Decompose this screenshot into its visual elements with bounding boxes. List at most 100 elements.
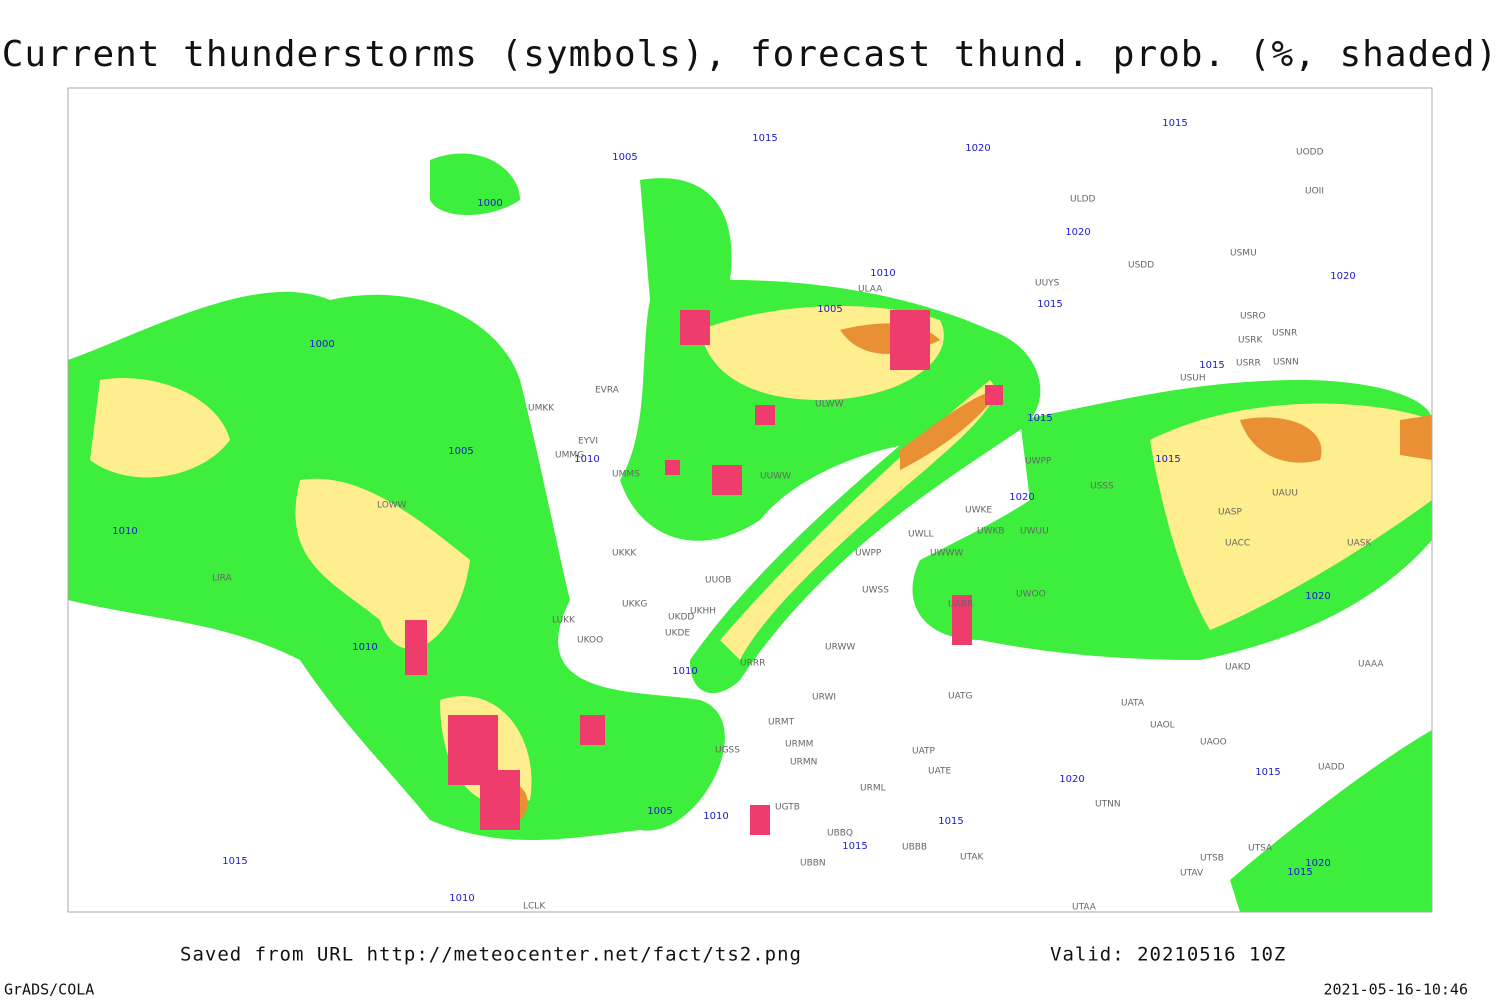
station-label: UWSS xyxy=(862,586,889,596)
isobar-label: 1005 xyxy=(817,304,842,315)
isobar-label: 1020 xyxy=(1305,591,1330,602)
station-label: USSS xyxy=(1090,482,1114,492)
station-label: UARR xyxy=(948,600,973,610)
isobar-label: 1015 xyxy=(1155,454,1180,465)
station-label: USMU xyxy=(1230,249,1257,259)
station-label: UUWW xyxy=(760,472,791,482)
station-label: UWOO xyxy=(1016,590,1046,600)
shading xyxy=(68,153,1432,912)
isobar-label: 1020 xyxy=(965,143,990,154)
station-label: LUKK xyxy=(552,616,576,626)
isobar-label: 1015 xyxy=(842,841,867,852)
station-label: EYVI xyxy=(578,437,598,447)
station-label: URMT xyxy=(768,718,795,728)
station-label: UTSB xyxy=(1200,854,1224,864)
station-label: UATE xyxy=(928,767,952,777)
station-label: UATG xyxy=(948,692,973,702)
storm-symbols xyxy=(405,310,1003,835)
station-label: UWKB xyxy=(977,527,1005,537)
isobar-labels: 1015100510201015100010201010101510051020… xyxy=(112,118,1355,904)
station-label: UWPP xyxy=(855,549,882,559)
station-label: UTSA xyxy=(1248,844,1273,854)
station-label: UKDE xyxy=(665,629,690,639)
station-label: UTAK xyxy=(960,853,985,863)
station-label: UBBB xyxy=(902,843,927,853)
station-label: UWUU xyxy=(1020,527,1049,537)
station-label: ULAA xyxy=(858,285,883,295)
station-label: UWLL xyxy=(908,530,934,540)
map-frame xyxy=(67,87,1433,913)
station-label: UAOL xyxy=(1150,721,1175,731)
source-text: Saved from URL http://meteocenter.net/fa… xyxy=(180,944,802,966)
isobar-label: 1020 xyxy=(1305,858,1330,869)
station-label: UTNN xyxy=(1095,800,1121,810)
station-label: UBBQ xyxy=(827,829,853,839)
isobar-label: 1015 xyxy=(1037,299,1062,310)
prob-area xyxy=(700,306,995,660)
station-label: UUOB xyxy=(705,576,731,586)
prob-area xyxy=(1150,403,1432,630)
isobar-label: 1020 xyxy=(1065,227,1090,238)
station-label: ULWW xyxy=(815,400,844,410)
station-label: UMMS xyxy=(612,470,640,480)
prob-area xyxy=(480,323,1432,820)
station-label: USRO xyxy=(1240,312,1266,322)
station-label: UKKG xyxy=(622,600,647,610)
isobar-label: 1010 xyxy=(112,526,137,537)
station-label: UUYS xyxy=(1035,279,1060,289)
station-label: USRR xyxy=(1236,359,1261,369)
station-label: USDD xyxy=(1128,261,1154,271)
station-label: UTAA xyxy=(1072,903,1097,913)
isobar-label: 1015 xyxy=(938,816,963,827)
isobar-label: 1015 xyxy=(1027,413,1052,424)
station-label: LOWW xyxy=(377,501,407,511)
station-label: EVRA xyxy=(595,386,620,396)
station-label: UTAV xyxy=(1180,869,1204,879)
station-label: LCLK xyxy=(523,902,546,912)
station-label: USNR xyxy=(1272,329,1297,339)
isobar-label: 1010 xyxy=(574,454,599,465)
station-label: UAKD xyxy=(1225,663,1251,673)
station-label: UGTB xyxy=(775,803,800,813)
isobar-label: 1015 xyxy=(752,133,777,144)
isobar-label: 1020 xyxy=(1330,271,1355,282)
isobar-label: 1005 xyxy=(647,806,672,817)
station-label: UATP xyxy=(912,747,936,757)
station-label: UKHH xyxy=(690,607,716,617)
station-labels: ULDD UODD UOII USDD USMU UUYS ULAA USRO USRK USNR… xyxy=(212,148,1384,913)
isobar-label: 1000 xyxy=(477,198,502,209)
isobar-label: 1010 xyxy=(449,893,474,904)
station-label: URWW xyxy=(825,643,855,653)
isobar-label: 1015 xyxy=(222,856,247,867)
station-label: UODD xyxy=(1296,148,1324,158)
station-label: LIRA xyxy=(212,574,233,584)
station-label: URRR xyxy=(740,659,765,669)
station-label: URWI xyxy=(812,693,836,703)
title: Current thunderstorms (symbols), forecas… xyxy=(2,34,1498,75)
station-label: UADD xyxy=(1318,763,1345,773)
isobar-label: 1015 xyxy=(1199,360,1224,371)
station-label: URMN xyxy=(790,758,817,768)
station-label: UAAA xyxy=(1358,660,1384,670)
prob-area xyxy=(430,153,520,215)
map-area: 1015100510201015100010201010101510051020… xyxy=(67,87,1433,913)
station-label: UATA xyxy=(1121,699,1145,709)
station-label: UWPP xyxy=(1025,457,1052,467)
station-label: USRK xyxy=(1238,336,1264,346)
station-label: UKKK xyxy=(612,549,637,559)
station-label: ULDD xyxy=(1070,195,1096,205)
station-label: UOII xyxy=(1305,187,1324,197)
station-label: UAUU xyxy=(1272,489,1298,499)
software-text: GrADS/COLA xyxy=(4,981,94,999)
station-label: UACC xyxy=(1225,539,1250,549)
station-label: UMMG xyxy=(555,451,584,461)
isobar-label: 1010 xyxy=(352,642,377,653)
isobar-label: 1020 xyxy=(1059,774,1084,785)
isobar-label: 1020 xyxy=(1009,492,1034,503)
station-label: UAOO xyxy=(1200,738,1227,748)
isobar-label: 1005 xyxy=(448,446,473,457)
isobar-label: 1015 xyxy=(1287,867,1312,878)
station-label: UASK xyxy=(1347,539,1372,549)
station-label: UGSS xyxy=(715,746,740,756)
